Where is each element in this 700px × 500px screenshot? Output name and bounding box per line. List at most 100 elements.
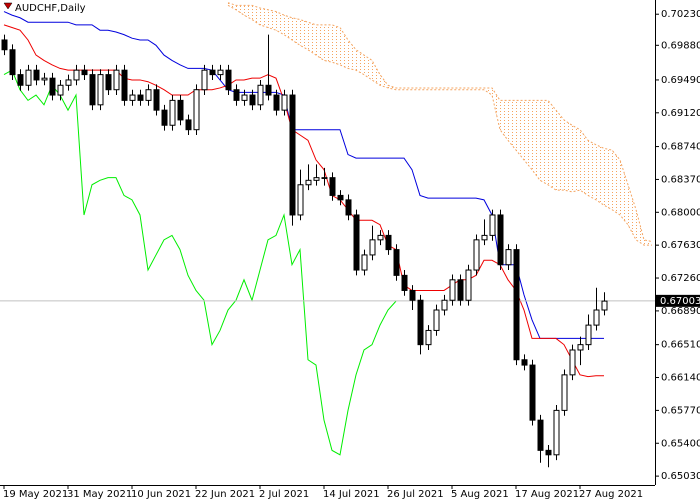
y-tick-label: 0.66140 (661, 373, 700, 384)
candle-body (65, 79, 72, 86)
candle-body (281, 94, 288, 111)
candle-body (433, 309, 440, 331)
candle-body (353, 214, 360, 271)
candle-body (225, 69, 232, 91)
y-tick-label: 0.67630 (661, 240, 700, 251)
candle-body (137, 94, 144, 101)
candle-body (169, 99, 176, 126)
y-tick-label: 0.67260 (661, 273, 700, 284)
candle-body (385, 234, 392, 251)
indicator-line (3, 69, 397, 456)
candle-body (505, 249, 512, 266)
indicator-line (227, 2, 653, 243)
candle-body (121, 69, 128, 101)
x-tick-label: 31 May 2021 (67, 489, 132, 500)
candle-body (441, 299, 448, 311)
y-tick-label: 0.69880 (661, 40, 700, 51)
candle-body (321, 177, 328, 179)
y-tick-label: 0.68000 (661, 207, 700, 218)
candle-body (417, 299, 424, 346)
candle-body (513, 249, 520, 361)
candle-body (25, 69, 32, 86)
candle-body (481, 234, 488, 241)
y-tick-label: 0.68370 (661, 174, 700, 185)
candle-body (129, 94, 136, 101)
candle-body (465, 269, 472, 301)
candle-body (537, 419, 544, 451)
indicator-line (3, 24, 604, 378)
candle-body (249, 94, 256, 106)
candle-body (177, 99, 184, 121)
x-tick-label: 27 Aug 2021 (579, 489, 643, 500)
candle-body (521, 359, 528, 366)
candle-body (145, 89, 152, 101)
y-tick-label: 0.66510 (661, 340, 700, 351)
candle-body (601, 300, 608, 311)
candle-body (553, 409, 560, 456)
candle-body (497, 214, 504, 266)
candle-body (577, 344, 584, 351)
x-tick-label: 14 Jul 2021 (323, 489, 380, 500)
symbol-icon (3, 2, 13, 10)
candle-body (1, 39, 8, 51)
candle-body (473, 239, 480, 271)
candle-body (377, 234, 384, 241)
y-tick-label: 0.65770 (661, 405, 700, 416)
y-tick-label: 0.65030 (661, 471, 700, 482)
candle-body (401, 274, 408, 291)
candle-body (273, 94, 280, 111)
candle-body (569, 349, 576, 376)
candle-body (457, 279, 464, 301)
candle-body (545, 449, 552, 456)
candle-body (313, 177, 320, 181)
x-tick-label: 22 Jun 2021 (195, 489, 255, 500)
candle-body (209, 69, 216, 76)
candle-body (393, 249, 400, 276)
candle-body (113, 69, 120, 91)
indicator-line (3, 11, 604, 339)
x-tick-label: 19 May 2021 (3, 489, 68, 500)
candle-body (9, 49, 16, 76)
chart-title: AUDCHF,Daily (15, 3, 86, 14)
candle-body (489, 214, 496, 236)
candle-body (529, 364, 536, 421)
candle-body (409, 289, 416, 301)
candle-body (337, 194, 344, 201)
cloud-fill (228, 2, 652, 246)
x-tick-label: 2 Jul 2021 (259, 489, 309, 500)
y-tick-label: 0.69490 (661, 75, 700, 86)
candle-body (297, 184, 304, 216)
candle-body (193, 89, 200, 131)
candle-body (241, 94, 248, 101)
candle-body (217, 69, 224, 76)
candle-body (561, 374, 568, 411)
candle-body (41, 77, 48, 81)
y-tick-label: 0.66890 (661, 306, 700, 317)
candle-body (57, 84, 64, 96)
candle-body (73, 69, 80, 81)
candle-body (233, 89, 240, 101)
candle-body (33, 69, 40, 81)
candle-body (49, 77, 56, 96)
candle-body (265, 84, 272, 96)
candle-body (185, 119, 192, 131)
candle-body (329, 177, 336, 196)
candle-body (161, 109, 168, 126)
candle-body (17, 74, 24, 86)
candle-body (345, 199, 352, 216)
x-tick-label: 5 Aug 2021 (451, 489, 509, 500)
x-tick-label: 26 Jul 2021 (387, 489, 444, 500)
y-tick-label: 0.68740 (661, 142, 700, 153)
candle-body (593, 309, 600, 326)
candle-body (257, 84, 264, 106)
candle-body (369, 239, 376, 256)
last-price-label: 0.67003 (660, 296, 700, 307)
indicator-line (227, 4, 652, 246)
candle-body (201, 69, 208, 91)
candle-body (97, 74, 104, 106)
candle-body (425, 329, 432, 346)
candle-body (89, 74, 96, 106)
y-tick-label: 0.69120 (661, 108, 700, 119)
